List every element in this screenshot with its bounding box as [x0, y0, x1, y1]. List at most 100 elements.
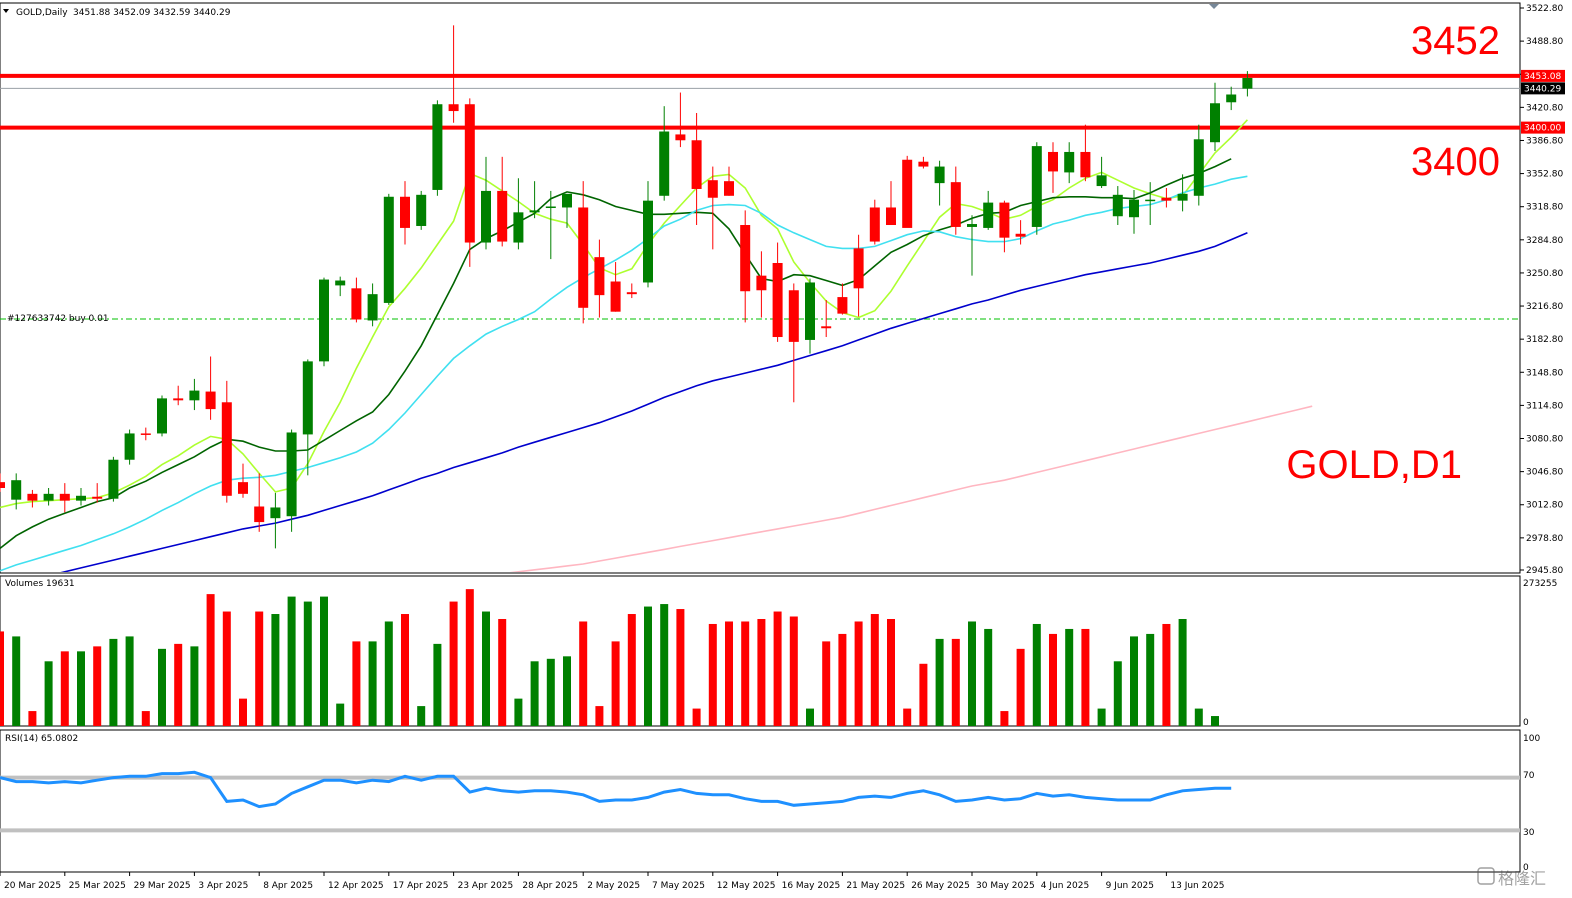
- candle-body: [140, 433, 151, 435]
- candle-body: [788, 290, 799, 342]
- volume-bar: [44, 661, 53, 726]
- candle-body: [1064, 151, 1075, 173]
- candle-body: [902, 159, 913, 228]
- time-tick-label: 3 Apr 2025: [198, 881, 248, 891]
- volume-bar: [433, 643, 442, 726]
- volume-bar: [1194, 708, 1203, 726]
- candle-body: [999, 202, 1010, 238]
- volume-bar: [870, 614, 879, 726]
- candle-body: [351, 288, 362, 320]
- volume-bar: [1032, 623, 1041, 726]
- chevron-down-icon[interactable]: [3, 9, 9, 13]
- candle-body: [302, 361, 313, 435]
- volume-bar: [951, 638, 960, 726]
- volume-bar: [627, 614, 636, 726]
- time-tick-label: 21 May 2025: [846, 881, 905, 891]
- candle-body: [108, 459, 119, 499]
- time-tick-label: 7 May 2025: [652, 881, 705, 891]
- candle-body: [1015, 233, 1026, 237]
- volume-bar: [93, 646, 102, 726]
- price-tick-label: 3046.80: [1526, 468, 1563, 478]
- rsi-30-label: 30: [1523, 828, 1535, 838]
- volume-bar: [303, 601, 312, 726]
- volume-bar: [206, 594, 215, 726]
- time-tick-label: 30 May 2025: [976, 881, 1035, 891]
- candle-body: [1210, 103, 1220, 143]
- price-tick-label: 3182.80: [1526, 335, 1563, 345]
- candle-body: [1145, 199, 1156, 202]
- candle-body: [124, 433, 135, 460]
- volume-bar: [0, 631, 4, 726]
- watermark: 格隆汇: [1477, 867, 1546, 888]
- volume-bar: [644, 606, 652, 726]
- time-axis: 20 Mar 2025 25 Mar 2025 29 Mar 2025 3 Apr 2…: [0, 872, 1225, 891]
- candle-body: [383, 196, 394, 303]
- moving-average-line: [0, 175, 1248, 572]
- volume-bar: [109, 638, 118, 726]
- moving-average-line: [0, 158, 1232, 550]
- volume-bar: [287, 596, 296, 726]
- candle-body: [205, 391, 216, 410]
- candle-body: [157, 398, 167, 434]
- order-label: #127633742 buy 0.01: [7, 314, 109, 324]
- candle-body: [27, 493, 38, 501]
- candle-body: [853, 248, 864, 289]
- candle-body: [416, 194, 427, 226]
- candle-body: [594, 257, 605, 296]
- time-tick-label: 20 Mar 2025: [4, 881, 61, 891]
- time-tick-label: 12 Apr 2025: [328, 881, 384, 891]
- price-tick-label: 3488.80: [1526, 37, 1563, 47]
- volume-bar: [611, 641, 620, 726]
- watermark-logo-icon: [1477, 867, 1495, 885]
- candle-body: [643, 200, 653, 283]
- volume-bar: [77, 651, 85, 726]
- candle-body: [221, 402, 232, 496]
- candle-body: [626, 292, 637, 295]
- volume-bar: [401, 614, 409, 726]
- candle-body: [545, 206, 556, 209]
- chart-label: GOLD,D1: [1286, 443, 1462, 487]
- price-tick-label: 3386.80: [1526, 136, 1563, 146]
- candle-body: [92, 496, 103, 499]
- volume-bar: [28, 711, 37, 726]
- volume-bar: [968, 621, 976, 726]
- candle-body: [675, 134, 686, 141]
- time-tick-label: 23 Apr 2025: [458, 881, 514, 891]
- candle-body: [918, 161, 929, 167]
- candle-body: [772, 262, 783, 338]
- time-tick-label: 8 Apr 2025: [263, 881, 313, 891]
- volume-bar: [222, 611, 231, 726]
- volume-bar: [1065, 628, 1074, 726]
- shift-marker-icon[interactable]: [1209, 4, 1219, 9]
- chart-header-ohlc: 3451.88 3452.09 3432.59 3440.29: [73, 8, 231, 18]
- volume-bar: [1178, 618, 1187, 726]
- volume-bar: [1146, 633, 1155, 726]
- candle-body: [400, 196, 410, 228]
- candle-body: [1080, 151, 1091, 178]
- price-tick-label: 3522.80: [1526, 4, 1563, 14]
- price-tick-label: 3216.80: [1526, 302, 1563, 312]
- candle-body: [934, 166, 945, 184]
- candle-body: [610, 281, 621, 312]
- volume-bar: [1162, 623, 1171, 726]
- candle-body: [1242, 77, 1253, 89]
- volume-bar: [595, 706, 604, 726]
- volume-bar: [320, 596, 328, 726]
- candle-body: [756, 275, 767, 291]
- candle-body: [464, 104, 475, 243]
- volume-bar: [1113, 661, 1122, 726]
- volume-bar: [141, 711, 150, 726]
- candles: [0, 25, 1253, 549]
- price-tick-label: 3352.80: [1526, 170, 1563, 180]
- candle-body: [1226, 94, 1237, 103]
- volume-bar: [465, 589, 474, 726]
- moving-average-line: [60, 232, 1248, 572]
- horizontal-lines: 3453.08 3400.00 3440.29: [0, 69, 1565, 320]
- price-tick-label: 3250.80: [1526, 269, 1563, 279]
- volume-bar: [417, 706, 426, 726]
- volume-bar: [12, 636, 21, 726]
- candle-body: [1193, 139, 1204, 196]
- rsi-bottom-label: 0: [1523, 863, 1529, 873]
- volume-bar: [368, 641, 377, 726]
